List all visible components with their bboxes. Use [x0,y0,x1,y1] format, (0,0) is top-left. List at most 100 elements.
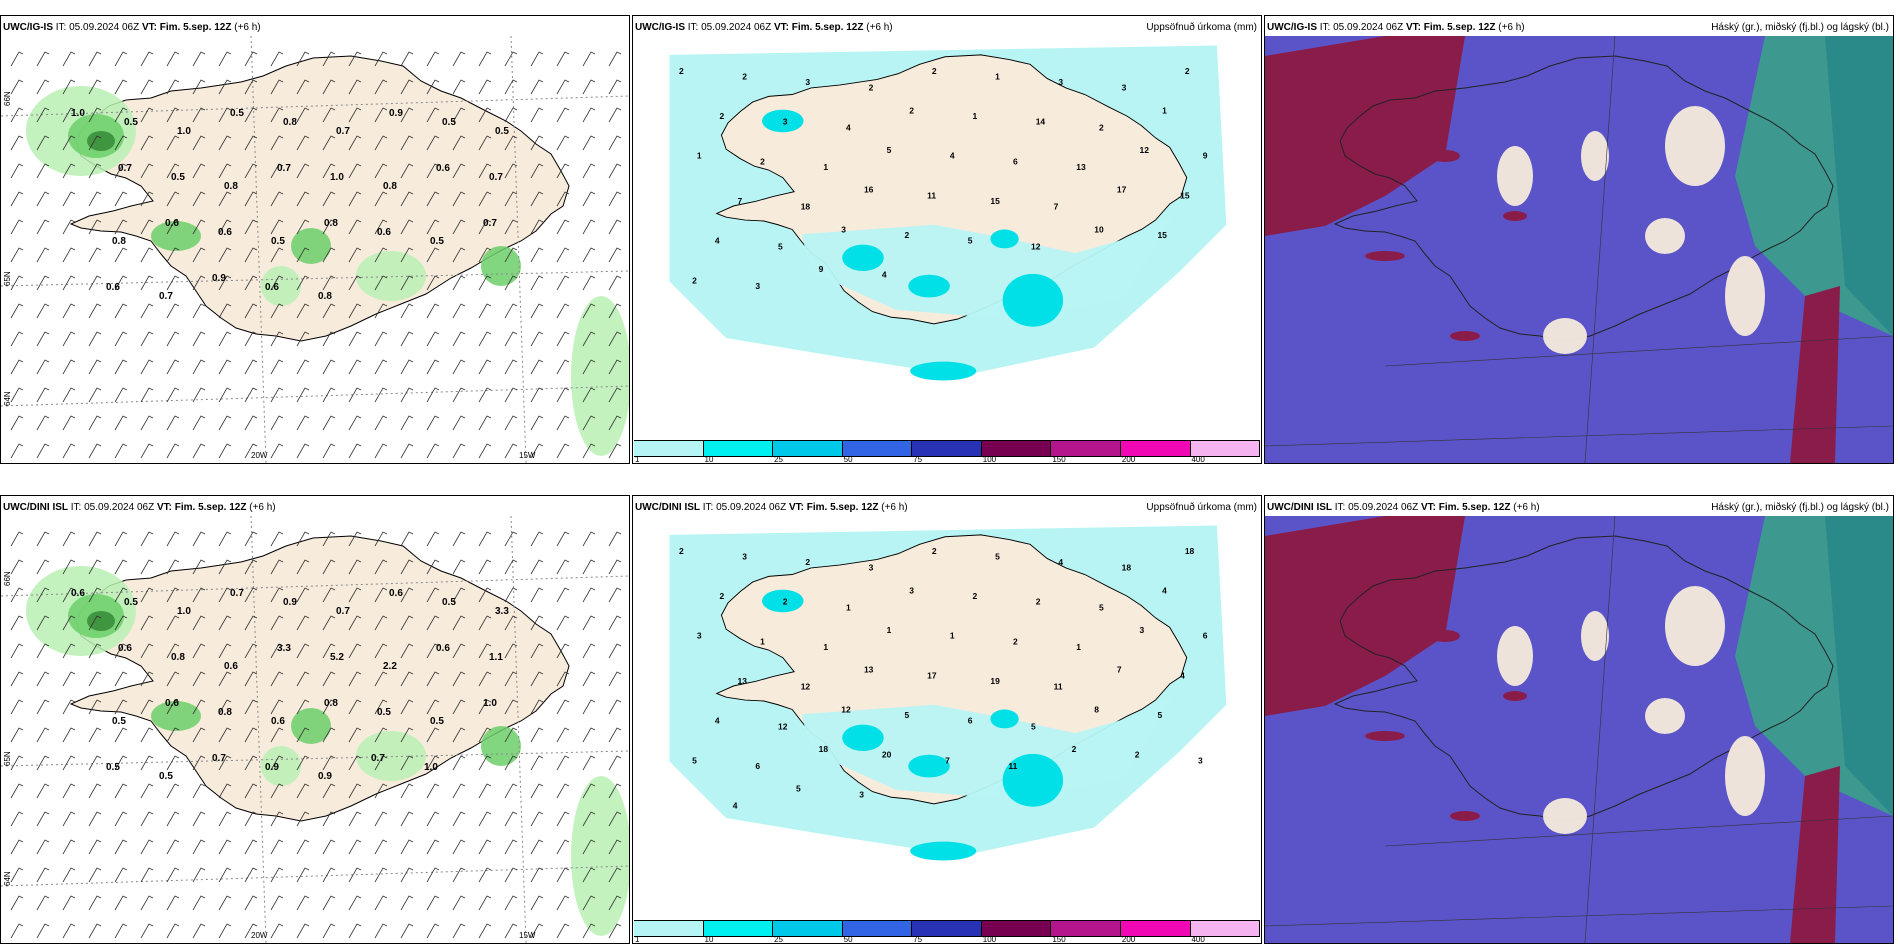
wind-barb [218,331,232,347]
wind-barb [530,671,544,687]
wind-barb [556,303,570,319]
wind-barb [88,643,102,659]
wind-barb [478,783,492,799]
wind-barb [218,415,232,431]
wind-barb [166,51,180,67]
heavy-precip [762,589,804,613]
precip-total-label: 13 [1076,162,1086,172]
precip-total-label: 6 [1013,156,1018,166]
precip-total-label: 5 [1099,602,1104,612]
wind-barb [88,387,102,403]
wind-barb [426,443,440,459]
wind-barb [582,671,596,687]
wind-barb [374,191,388,207]
wind-barb [36,643,50,659]
wind-barb [244,275,258,291]
wind-barb [114,163,128,179]
colorbar-tick: 25 [774,455,784,464]
wind-barb [348,79,362,95]
precip-total-label: 1 [760,636,765,646]
precip-total-label: 12 [841,704,851,714]
wind-barb [426,275,440,291]
precip-value-label: 1.0 [177,606,191,617]
precip-value-label: 0.5 [430,236,444,247]
wind-barb [140,51,154,67]
cloud-panel-row1: UWC/IG-IS IT: 05.09.2024 06Z VT: Fim. 5.… [1264,15,1894,464]
wind-barb [296,643,310,659]
wind-barb [400,163,414,179]
wind-barb [88,443,102,459]
wind-barb [296,219,310,235]
wind-barb [36,303,50,319]
colorbar-tick: 200 [1121,935,1136,944]
wind-barb [478,923,492,939]
precip-value-label: 0.6 [224,661,238,672]
wind-barb [296,867,310,883]
wind-barb [140,191,154,207]
precip-total-label: 7 [737,196,742,206]
wind-barb [374,163,388,179]
colorbar-tick: 100 [982,935,997,944]
precip-total-label: 5 [995,551,1000,561]
precip-value-label: 1.0 [424,762,438,773]
wind-barb [556,219,570,235]
shower-core [87,611,115,631]
wind-barb [10,783,24,799]
wind-barb [296,443,310,459]
wind-barb [88,811,102,827]
wind-barb [478,531,492,547]
wind-barb [140,867,154,883]
iceland-outline [1333,55,1834,342]
wind-barb [426,643,440,659]
wind-barb [348,671,362,687]
wind-barb [426,783,440,799]
precip-value-label: 0.8 [324,218,338,229]
wind-barb [62,699,76,715]
high-cloud [1790,286,1840,463]
wind-barb [296,671,310,687]
wind-barb [322,247,336,263]
wind-barb [322,699,336,715]
clear-sky [1645,698,1685,734]
wind-barb [296,783,310,799]
wind-barb [218,275,232,291]
low-cloud [1825,36,1893,336]
wind-barb [10,587,24,603]
wind-barb [10,415,24,431]
wind-barb [166,443,180,459]
wind-barb [192,783,206,799]
wind-barb [478,387,492,403]
colorbar-tick: 1 [635,455,640,464]
wind-barb [114,443,128,459]
wind-barb [322,671,336,687]
wind-barb [166,811,180,827]
wind-barb [140,727,154,743]
wind-barb [478,559,492,575]
wind-barb [192,559,206,575]
colorbar-tick: 50 [843,455,853,464]
wind-barb [322,331,336,347]
wind-barb [36,219,50,235]
wind-barb [36,727,50,743]
wind-barb [348,531,362,547]
wind-barb [504,51,518,67]
wind-barb [166,615,180,631]
wind-barb [62,275,76,291]
colorbar-swatch [1190,441,1261,456]
wind-barb [582,303,596,319]
wind-barb [88,359,102,375]
wind-barb [62,671,76,687]
precip-value-label: 0.8 [218,707,232,718]
colorbar-swatch [1120,441,1191,456]
wind-barb [244,559,258,575]
wind-barb [166,867,180,883]
precip-value-label: 0.6 [71,588,85,599]
precip-value-label: 0.6 [271,716,285,727]
wind-barb [400,247,414,263]
wind-barb [400,303,414,319]
precip-value-label: 0.5 [159,771,173,782]
wind-barb [348,135,362,151]
wind-barb [556,443,570,459]
wind-barb [62,783,76,799]
wind-barb [270,247,284,263]
